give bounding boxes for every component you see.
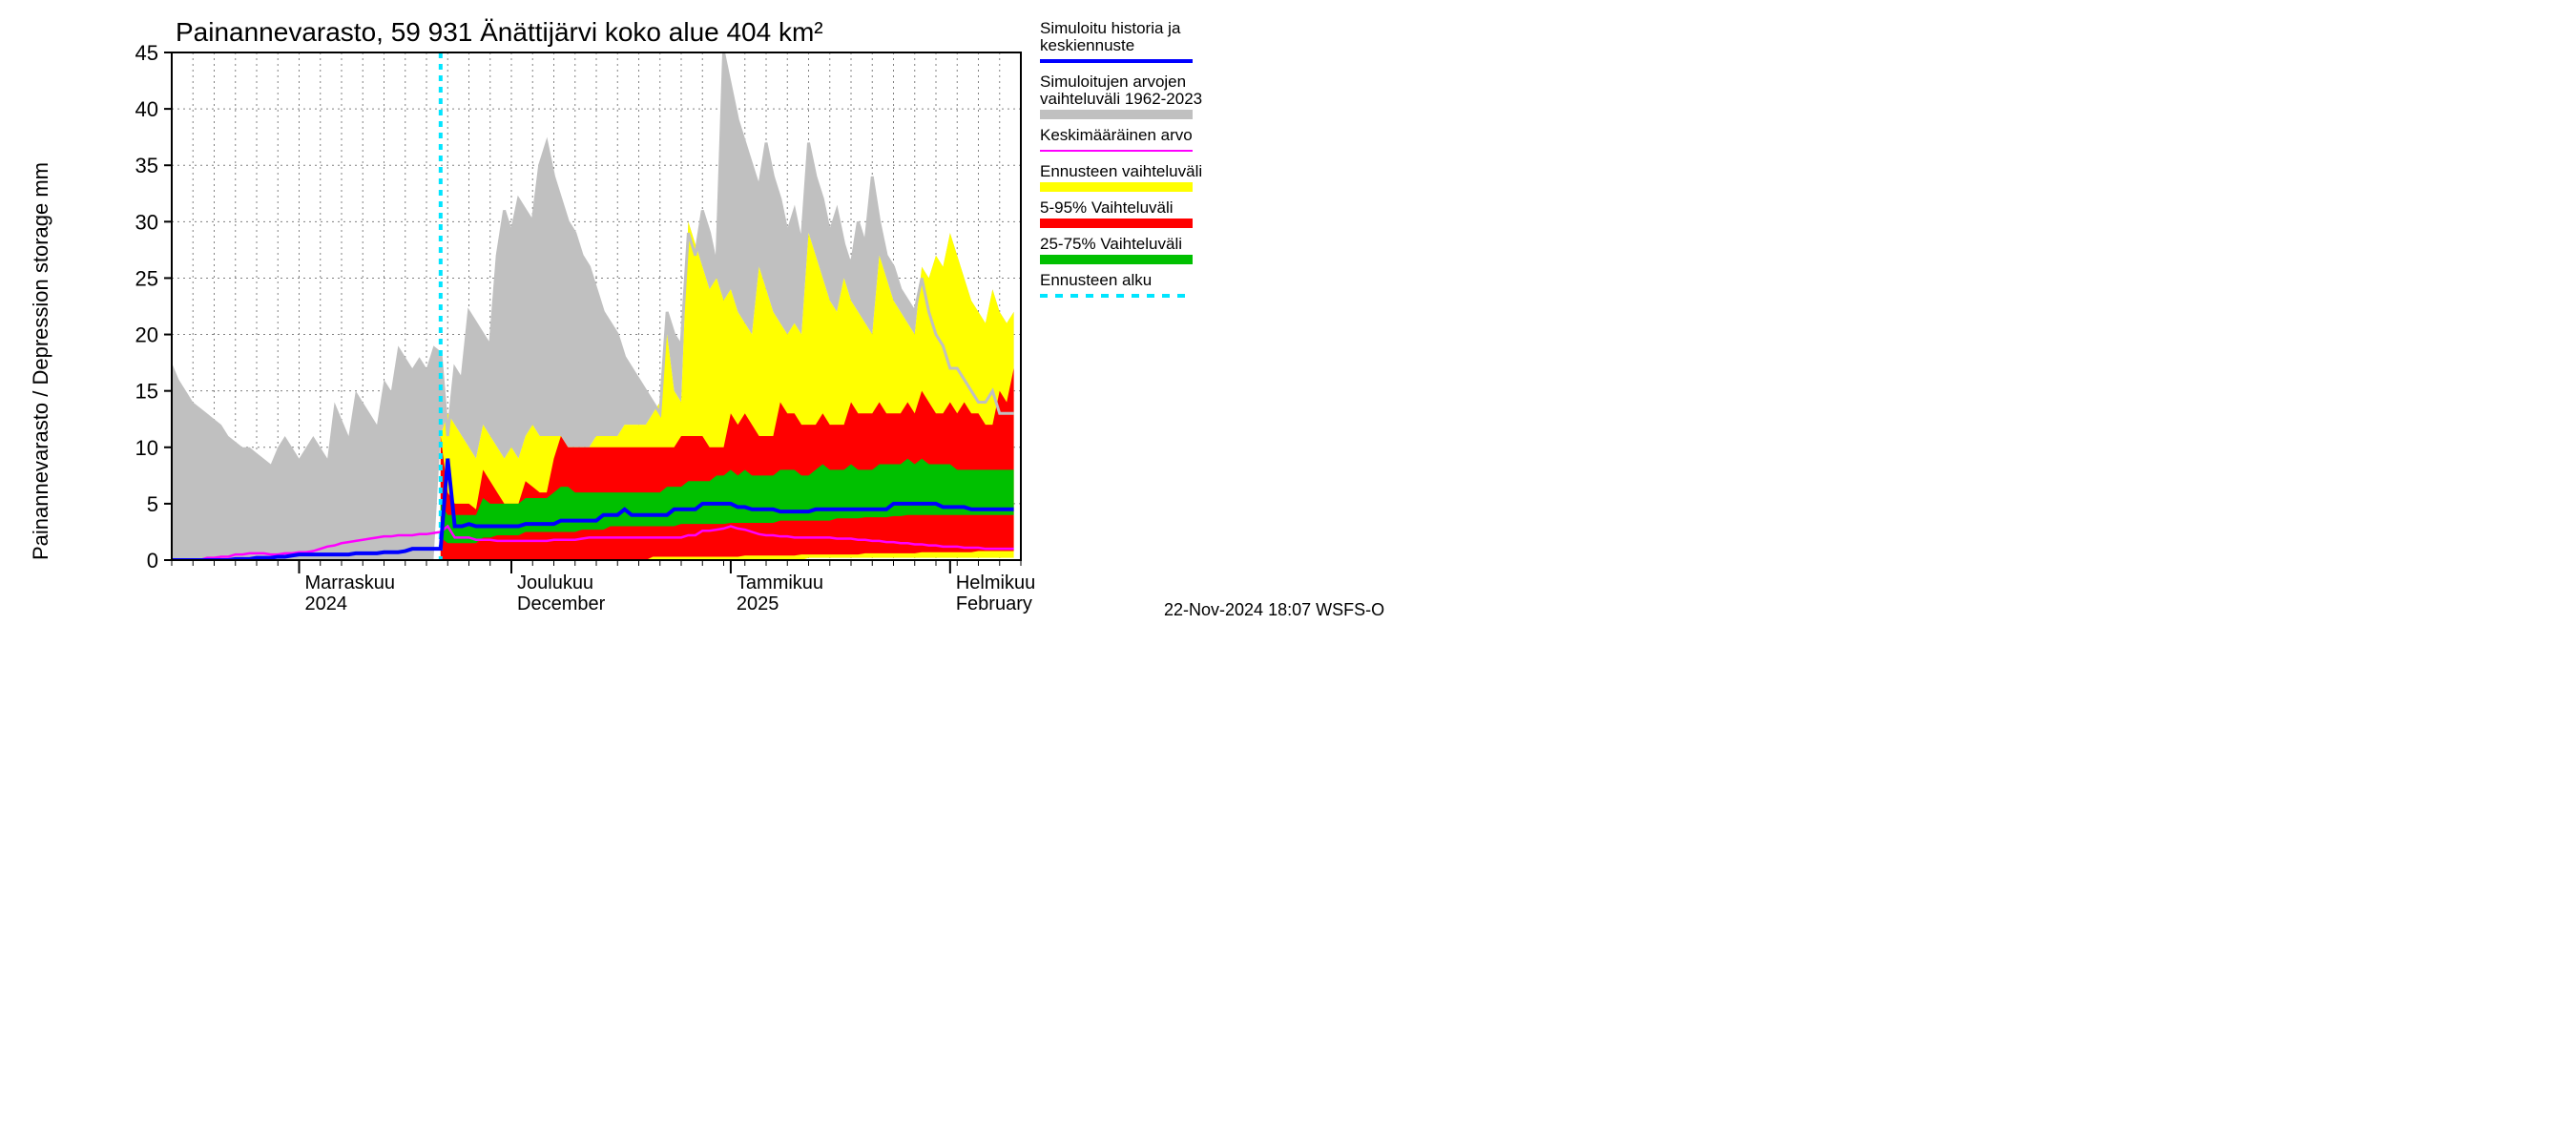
y-tick-label: 5 xyxy=(147,492,158,516)
chart-title: Painannevarasto, 59 931 Änättijärvi koko… xyxy=(176,17,823,47)
legend-label: Ennusteen alku xyxy=(1040,271,1152,289)
legend-swatch xyxy=(1040,110,1193,119)
legend-swatch xyxy=(1040,255,1193,264)
month-sub-label: December xyxy=(517,593,606,614)
y-axis-label: Painannevarasto / Depression storage mm xyxy=(29,162,52,560)
month-label: Marraskuu xyxy=(305,572,395,593)
y-tick-label: 45 xyxy=(135,41,158,65)
month-sub-label: 2025 xyxy=(737,593,779,614)
y-tick-label: 25 xyxy=(135,266,158,290)
legend-label: Ennusteen vaihteluväli xyxy=(1040,162,1202,180)
y-tick-label: 40 xyxy=(135,97,158,121)
month-label: Joulukuu xyxy=(517,572,593,593)
legend-label: Keskimääräinen arvo xyxy=(1040,126,1193,144)
y-tick-label: 30 xyxy=(135,210,158,234)
y-tick-label: 15 xyxy=(135,380,158,404)
y-tick-label: 35 xyxy=(135,154,158,177)
month-sub-label: 2024 xyxy=(305,593,348,614)
legend-label: vaihteluväli 1962-2023 xyxy=(1040,90,1202,108)
month-label: Tammikuu xyxy=(737,572,823,593)
month-label: Helmikuu xyxy=(956,572,1035,593)
legend-label: Simuloitujen arvojen xyxy=(1040,73,1186,91)
y-tick-label: 0 xyxy=(147,549,158,572)
footer-timestamp: 22-Nov-2024 18:07 WSFS-O xyxy=(1164,600,1384,619)
legend-label: Simuloitu historia ja xyxy=(1040,19,1181,37)
chart-container: 051015202530354045Marraskuu2024JoulukuuD… xyxy=(0,0,1431,636)
legend-swatch xyxy=(1040,182,1193,192)
legend-label: 25-75% Vaihteluväli xyxy=(1040,235,1182,253)
legend-label: 5-95% Vaihteluväli xyxy=(1040,198,1174,217)
y-tick-label: 20 xyxy=(135,323,158,347)
legend-swatch xyxy=(1040,219,1193,228)
legend-label: keskiennuste xyxy=(1040,36,1134,54)
month-sub-label: February xyxy=(956,593,1032,614)
y-tick-label: 10 xyxy=(135,436,158,460)
